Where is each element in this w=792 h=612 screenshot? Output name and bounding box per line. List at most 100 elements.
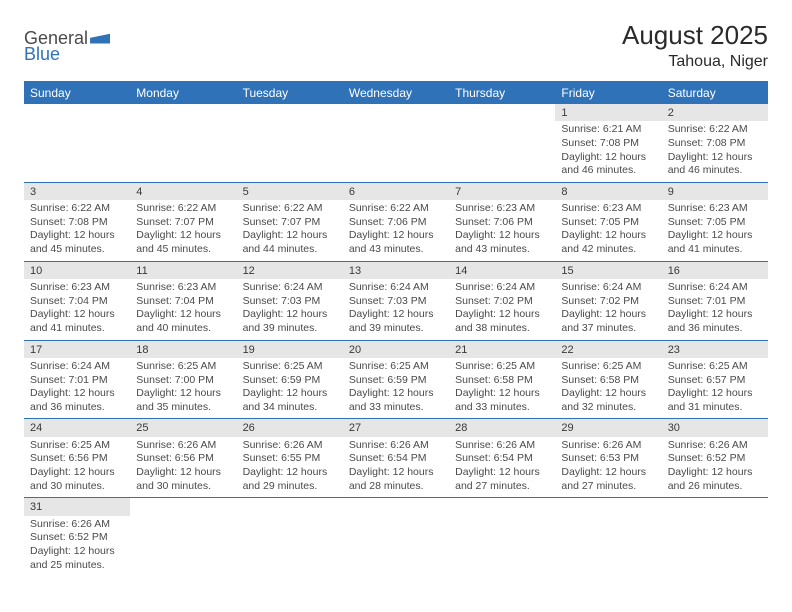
day-cell: 28 Sunrise: 6:26 AMSunset: 6:54 PMDayligh… bbox=[449, 419, 555, 498]
day-details: Sunrise: 6:26 AMSunset: 6:54 PMDaylight:… bbox=[455, 439, 549, 494]
day-number: 24 bbox=[24, 419, 130, 436]
day-number: 3 bbox=[24, 183, 130, 200]
day-number: 10 bbox=[24, 262, 130, 279]
day-number: 15 bbox=[555, 262, 661, 279]
day-cell: 9 Sunrise: 6:23 AMSunset: 7:05 PMDaylight… bbox=[662, 182, 768, 261]
day-number: 12 bbox=[237, 262, 343, 279]
day-cell: 14Sunrise: 6:24 AMSunset: 7:02 PMDayligh… bbox=[449, 261, 555, 340]
day-details: Sunrise: 6:25 AMSunset: 6:59 PMDaylight:… bbox=[349, 360, 443, 415]
title-block: August 2025 Tahoua, Niger bbox=[622, 20, 768, 71]
day-number: 16 bbox=[662, 262, 768, 279]
day-cell: 16 Sunrise: 6:24 AMSunset: 7:01 PMDayligh… bbox=[662, 261, 768, 340]
day-cell: 30 Sunrise: 6:26 AMSunset: 6:52 PMDayligh… bbox=[662, 419, 768, 498]
day-number: 28 bbox=[449, 419, 555, 436]
empty-cell bbox=[24, 104, 130, 182]
empty-cell bbox=[555, 498, 661, 576]
day-details: Sunrise: 6:26 AMSunset: 6:54 PMDaylight:… bbox=[349, 439, 443, 494]
location: Tahoua, Niger bbox=[622, 53, 768, 71]
day-number: 30 bbox=[662, 419, 768, 436]
day-details: Sunrise: 6:24 AMSunset: 7:02 PMDaylight:… bbox=[561, 281, 655, 336]
calendar-row: 17 Sunrise: 6:24 AMSunset: 7:01 PMDayligh… bbox=[24, 340, 768, 419]
header: General August 2025 Tahoua, Niger bbox=[0, 0, 792, 79]
day-details: Sunrise: 6:23 AMSunset: 7:06 PMDaylight:… bbox=[455, 202, 549, 257]
day-details: Sunrise: 6:26 AMSunset: 6:52 PMDaylight:… bbox=[668, 439, 762, 494]
empty-cell bbox=[449, 104, 555, 182]
day-details: Sunrise: 6:25 AMSunset: 7:00 PMDaylight:… bbox=[136, 360, 230, 415]
dayhead-thu: Thursday bbox=[449, 82, 555, 104]
dayhead-sat: Saturday bbox=[662, 82, 768, 104]
day-cell: 22Sunrise: 6:25 AMSunset: 6:58 PMDayligh… bbox=[555, 340, 661, 419]
day-number: 21 bbox=[449, 341, 555, 358]
day-number: 4 bbox=[130, 183, 236, 200]
empty-cell bbox=[130, 498, 236, 576]
day-details: Sunrise: 6:24 AMSunset: 7:01 PMDaylight:… bbox=[30, 360, 124, 415]
day-number: 18 bbox=[130, 341, 236, 358]
day-details: Sunrise: 6:25 AMSunset: 6:56 PMDaylight:… bbox=[30, 439, 124, 494]
day-cell: 18 Sunrise: 6:25 AMSunset: 7:00 PMDayligh… bbox=[130, 340, 236, 419]
day-number: 9 bbox=[662, 183, 768, 200]
day-cell: 2 Sunrise: 6:22 AMSunset: 7:08 PMDaylight… bbox=[662, 104, 768, 182]
day-details: Sunrise: 6:25 AMSunset: 6:58 PMDaylight:… bbox=[561, 360, 655, 415]
dayhead-sun: Sunday bbox=[24, 82, 130, 104]
day-cell: 26Sunrise: 6:26 AMSunset: 6:55 PMDayligh… bbox=[237, 419, 343, 498]
day-number: 23 bbox=[662, 341, 768, 358]
day-details: Sunrise: 6:23 AMSunset: 7:05 PMDaylight:… bbox=[561, 202, 655, 257]
day-details: Sunrise: 6:25 AMSunset: 6:57 PMDaylight:… bbox=[668, 360, 762, 415]
day-cell: 5 Sunrise: 6:22 AMSunset: 7:07 PMDaylight… bbox=[237, 182, 343, 261]
day-cell: 11 Sunrise: 6:23 AMSunset: 7:04 PMDayligh… bbox=[130, 261, 236, 340]
day-number: 26 bbox=[237, 419, 343, 436]
day-cell: 10 Sunrise: 6:23 AMSunset: 7:04 PMDayligh… bbox=[24, 261, 130, 340]
empty-cell bbox=[662, 498, 768, 576]
day-details: Sunrise: 6:22 AMSunset: 7:06 PMDaylight:… bbox=[349, 202, 443, 257]
day-number: 17 bbox=[24, 341, 130, 358]
day-number: 20 bbox=[343, 341, 449, 358]
calendar-row: 1 Sunrise: 6:21 AMSunset: 7:08 PMDaylight… bbox=[24, 104, 768, 182]
dayhead-fri: Friday bbox=[555, 82, 661, 104]
day-cell: 7 Sunrise: 6:23 AMSunset: 7:06 PMDaylight… bbox=[449, 182, 555, 261]
day-details: Sunrise: 6:24 AMSunset: 7:03 PMDaylight:… bbox=[243, 281, 337, 336]
day-cell: 20 Sunrise: 6:25 AMSunset: 6:59 PMDayligh… bbox=[343, 340, 449, 419]
day-cell: 6 Sunrise: 6:22 AMSunset: 7:06 PMDaylight… bbox=[343, 182, 449, 261]
day-details: Sunrise: 6:23 AMSunset: 7:04 PMDaylight:… bbox=[136, 281, 230, 336]
day-details: Sunrise: 6:23 AMSunset: 7:04 PMDaylight:… bbox=[30, 281, 124, 336]
day-cell: 8Sunrise: 6:23 AMSunset: 7:05 PMDaylight… bbox=[555, 182, 661, 261]
day-details: Sunrise: 6:24 AMSunset: 7:03 PMDaylight:… bbox=[349, 281, 443, 336]
logo-flag-icon bbox=[90, 30, 110, 44]
day-cell: 15 Sunrise: 6:24 AMSunset: 7:02 PMDayligh… bbox=[555, 261, 661, 340]
day-number: 2 bbox=[662, 104, 768, 121]
day-details: Sunrise: 6:24 AMSunset: 7:01 PMDaylight:… bbox=[668, 281, 762, 336]
day-cell: 3 Sunrise: 6:22 AMSunset: 7:08 PMDaylight… bbox=[24, 182, 130, 261]
day-number: 19 bbox=[237, 341, 343, 358]
day-cell: 12 Sunrise: 6:24 AMSunset: 7:03 PMDayligh… bbox=[237, 261, 343, 340]
day-details: Sunrise: 6:22 AMSunset: 7:08 PMDaylight:… bbox=[668, 123, 762, 178]
day-cell: 25 Sunrise: 6:26 AMSunset: 6:56 PMDayligh… bbox=[130, 419, 236, 498]
day-details: Sunrise: 6:26 AMSunset: 6:53 PMDaylight:… bbox=[561, 439, 655, 494]
day-details: Sunrise: 6:26 AMSunset: 6:52 PMDaylight:… bbox=[30, 518, 124, 573]
day-cell: 1 Sunrise: 6:21 AMSunset: 7:08 PMDaylight… bbox=[555, 104, 661, 182]
empty-cell bbox=[237, 104, 343, 182]
calendar-row: 24 Sunrise: 6:25 AMSunset: 6:56 PMDayligh… bbox=[24, 419, 768, 498]
calendar-row: 3 Sunrise: 6:22 AMSunset: 7:08 PMDaylight… bbox=[24, 182, 768, 261]
day-cell: 4Sunrise: 6:22 AMSunset: 7:07 PMDaylight… bbox=[130, 182, 236, 261]
day-number: 1 bbox=[555, 104, 661, 121]
day-details: Sunrise: 6:22 AMSunset: 7:07 PMDaylight:… bbox=[243, 202, 337, 257]
day-details: Sunrise: 6:23 AMSunset: 7:05 PMDaylight:… bbox=[668, 202, 762, 257]
day-number: 6 bbox=[343, 183, 449, 200]
day-number: 29 bbox=[555, 419, 661, 436]
day-number: 25 bbox=[130, 419, 236, 436]
day-number: 31 bbox=[24, 498, 130, 515]
day-cell: 13Sunrise: 6:24 AMSunset: 7:03 PMDayligh… bbox=[343, 261, 449, 340]
day-details: Sunrise: 6:22 AMSunset: 7:08 PMDaylight:… bbox=[30, 202, 124, 257]
day-details: Sunrise: 6:24 AMSunset: 7:02 PMDaylight:… bbox=[455, 281, 549, 336]
day-header-row: Sunday Monday Tuesday Wednesday Thursday… bbox=[24, 82, 768, 104]
day-number: 7 bbox=[449, 183, 555, 200]
empty-cell bbox=[343, 498, 449, 576]
calendar-row: 31 Sunrise: 6:26 AMSunset: 6:52 PMDayligh… bbox=[24, 498, 768, 576]
day-details: Sunrise: 6:25 AMSunset: 6:58 PMDaylight:… bbox=[455, 360, 549, 415]
day-number: 5 bbox=[237, 183, 343, 200]
empty-cell bbox=[343, 104, 449, 182]
day-number: 11 bbox=[130, 262, 236, 279]
day-cell: 23 Sunrise: 6:25 AMSunset: 6:57 PMDayligh… bbox=[662, 340, 768, 419]
day-details: Sunrise: 6:26 AMSunset: 6:56 PMDaylight:… bbox=[136, 439, 230, 494]
day-details: Sunrise: 6:21 AMSunset: 7:08 PMDaylight:… bbox=[561, 123, 655, 178]
